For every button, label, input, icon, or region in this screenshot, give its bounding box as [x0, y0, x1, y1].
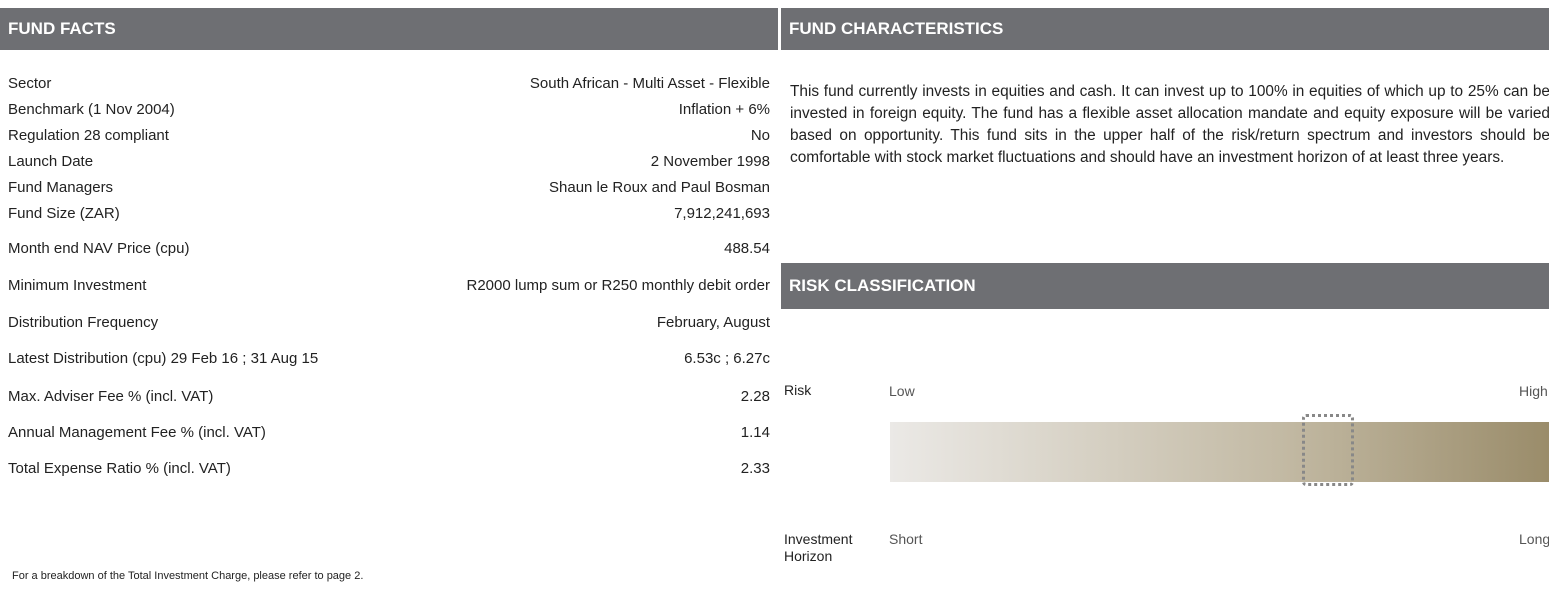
section-header: FUND FACTS [0, 8, 778, 50]
fact-label: Max. Adviser Fee % (incl. VAT) [8, 388, 214, 405]
fact-label: Minimum Investment [8, 277, 147, 294]
fact-row: Distribution Frequency February, August [8, 314, 770, 332]
fact-label: Total Expense Ratio % (incl. VAT) [8, 460, 231, 477]
fact-row: Annual Management Fee % (incl. VAT) 1.14 [8, 424, 770, 442]
footnote: For a breakdown of the Total Investment … [12, 570, 364, 582]
fact-label: Month end NAV Price (cpu) [8, 240, 190, 257]
fact-label: Launch Date [8, 153, 94, 170]
fact-row: Launch Date 2 November 1998 [8, 153, 770, 171]
fact-value: February, August [656, 314, 770, 331]
fact-row: Minimum Investment R2000 lump sum or R250… [8, 277, 770, 295]
fact-value: 2 November 1998 [650, 153, 770, 170]
fact-row: Max. Adviser Fee % (incl. VAT) 2.28 [8, 388, 770, 406]
section-header: RISK CLASSIFICATION [781, 263, 1549, 309]
section-header: FUND CHARACTERISTICS [781, 8, 1549, 50]
paragraph: This fund currently invests in equities … [790, 83, 1549, 166]
fact-value: 488.54 [724, 240, 770, 257]
label: High [1519, 383, 1548, 399]
label: Low [889, 383, 915, 399]
fact-row: Month end NAV Price (cpu) 488.54 [8, 240, 770, 258]
label: Long [1519, 531, 1549, 547]
fact-value: 6.53c ; 6.27c [684, 350, 770, 367]
fact-label: Sector [8, 75, 52, 92]
risk-bar [890, 422, 1549, 482]
label: Short [889, 531, 923, 547]
fact-value: 2.28 [740, 388, 770, 405]
fact-row: Total Expense Ratio % (incl. VAT) 2.33 [8, 460, 770, 478]
fact-value: No [750, 127, 770, 144]
risk-marker [1302, 414, 1354, 486]
fact-label: Distribution Frequency [8, 314, 159, 331]
fact-value: R2000 lump sum or R250 monthly debit ord… [466, 277, 771, 294]
fact-row: Fund Managers Shaun le Roux and Paul Bosm… [8, 179, 770, 197]
label: Investment Horizon [784, 531, 853, 564]
fact-row: Latest Distribution (cpu) 29 Feb 16 ; 31… [8, 350, 770, 368]
fact-value: Inflation + 6% [678, 101, 770, 118]
fact-row: Regulation 28 compliant No [8, 127, 770, 145]
fact-label: Fund Managers [8, 179, 114, 196]
fact-label: Regulation 28 compliant [8, 127, 169, 144]
label: Risk [784, 382, 812, 398]
fact-value: Shaun le Roux and Paul Bosman [549, 179, 770, 196]
fact-label: Fund Size (ZAR) [8, 205, 120, 222]
fact-label: Annual Management Fee % (incl. VAT) [8, 424, 266, 441]
fact-row: Fund Size (ZAR) 7,912,241,693 [8, 205, 770, 223]
fact-row: Benchmark (1 Nov 2004) Inflation + 6% [8, 101, 770, 119]
fact-value: 2.33 [740, 460, 770, 477]
fact-value: 1.14 [740, 424, 770, 441]
fact-value: South African - Multi Asset - Flexible [529, 75, 770, 92]
fact-label: Latest Distribution (cpu) 29 Feb 16 ; 31… [8, 350, 319, 367]
fact-row: Sector South African - Multi Asset - Flex… [8, 75, 770, 93]
fact-value: 7,912,241,693 [674, 205, 770, 222]
fact-label: Benchmark (1 Nov 2004) [8, 101, 175, 118]
